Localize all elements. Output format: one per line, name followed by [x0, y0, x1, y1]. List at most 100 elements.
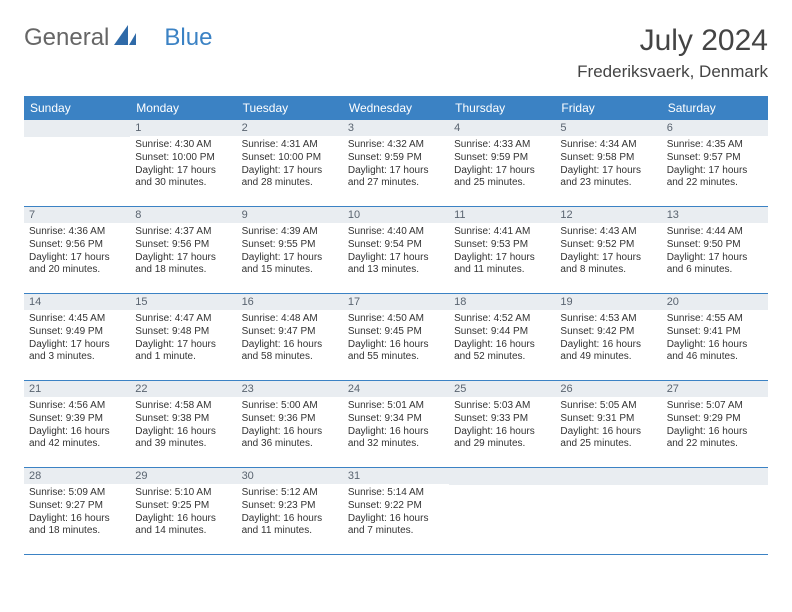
day-details: Sunrise: 4:48 AMSunset: 9:47 PMDaylight:…	[237, 310, 343, 369]
calendar-day-cell: 15Sunrise: 4:47 AMSunset: 9:48 PMDayligh…	[130, 294, 236, 381]
day-details: Sunrise: 4:55 AMSunset: 9:41 PMDaylight:…	[662, 310, 768, 369]
sunrise-text: Sunrise: 4:36 AM	[29, 226, 125, 239]
day-number: 3	[343, 120, 449, 136]
daylight-text: Daylight: 17 hours and 6 minutes.	[667, 252, 763, 278]
calendar-day-cell: 24Sunrise: 5:01 AMSunset: 9:34 PMDayligh…	[343, 381, 449, 468]
weekday-header: Wednesday	[343, 96, 449, 120]
calendar-day-cell: 21Sunrise: 4:56 AMSunset: 9:39 PMDayligh…	[24, 381, 130, 468]
sunrise-text: Sunrise: 5:03 AM	[454, 400, 550, 413]
day-number: 18	[449, 294, 555, 310]
day-number: 5	[555, 120, 661, 136]
sunset-text: Sunset: 9:29 PM	[667, 413, 763, 426]
daylight-text: Daylight: 16 hours and 22 minutes.	[667, 426, 763, 452]
logo-text-general: General	[24, 24, 109, 52]
empty-day-header	[24, 120, 130, 137]
calendar-day-cell: 4Sunrise: 4:33 AMSunset: 9:59 PMDaylight…	[449, 120, 555, 207]
sunset-text: Sunset: 9:34 PM	[348, 413, 444, 426]
daylight-text: Daylight: 17 hours and 30 minutes.	[135, 165, 231, 191]
sunset-text: Sunset: 9:48 PM	[135, 326, 231, 339]
daylight-text: Daylight: 16 hours and 11 minutes.	[242, 513, 338, 539]
calendar-day-cell: 14Sunrise: 4:45 AMSunset: 9:49 PMDayligh…	[24, 294, 130, 381]
day-details: Sunrise: 5:12 AMSunset: 9:23 PMDaylight:…	[237, 484, 343, 543]
daylight-text: Daylight: 16 hours and 32 minutes.	[348, 426, 444, 452]
daylight-text: Daylight: 17 hours and 28 minutes.	[242, 165, 338, 191]
sunrise-text: Sunrise: 4:56 AM	[29, 400, 125, 413]
title-block: July 2024 Frederiksvaerk, Denmark	[577, 24, 768, 82]
calendar-week-row: 1Sunrise: 4:30 AMSunset: 10:00 PMDayligh…	[24, 120, 768, 207]
daylight-text: Daylight: 16 hours and 55 minutes.	[348, 339, 444, 365]
day-details: Sunrise: 5:05 AMSunset: 9:31 PMDaylight:…	[555, 397, 661, 456]
day-number: 7	[24, 207, 130, 223]
sunset-text: Sunset: 9:47 PM	[242, 326, 338, 339]
day-number: 12	[555, 207, 661, 223]
sunset-text: Sunset: 9:36 PM	[242, 413, 338, 426]
day-details: Sunrise: 5:14 AMSunset: 9:22 PMDaylight:…	[343, 484, 449, 543]
sunrise-text: Sunrise: 5:09 AM	[29, 487, 125, 500]
weekday-header: Monday	[130, 96, 236, 120]
sunset-text: Sunset: 9:45 PM	[348, 326, 444, 339]
sunrise-text: Sunrise: 5:05 AM	[560, 400, 656, 413]
header: General Blue July 2024 Frederiksvaerk, D…	[24, 24, 768, 82]
day-number: 15	[130, 294, 236, 310]
daylight-text: Daylight: 17 hours and 1 minute.	[135, 339, 231, 365]
daylight-text: Daylight: 16 hours and 18 minutes.	[29, 513, 125, 539]
day-number: 25	[449, 381, 555, 397]
weekday-header: Thursday	[449, 96, 555, 120]
weekday-header: Sunday	[24, 96, 130, 120]
empty-day-header	[555, 468, 661, 485]
sunrise-text: Sunrise: 4:40 AM	[348, 226, 444, 239]
day-number: 29	[130, 468, 236, 484]
calendar-day-cell	[24, 120, 130, 207]
sunrise-text: Sunrise: 4:39 AM	[242, 226, 338, 239]
daylight-text: Daylight: 16 hours and 25 minutes.	[560, 426, 656, 452]
day-details: Sunrise: 5:00 AMSunset: 9:36 PMDaylight:…	[237, 397, 343, 456]
sunset-text: Sunset: 9:25 PM	[135, 500, 231, 513]
daylight-text: Daylight: 16 hours and 49 minutes.	[560, 339, 656, 365]
sunset-text: Sunset: 10:00 PM	[242, 152, 338, 165]
weekday-header-row: SundayMondayTuesdayWednesdayThursdayFrid…	[24, 96, 768, 120]
sunset-text: Sunset: 9:54 PM	[348, 239, 444, 252]
daylight-text: Daylight: 16 hours and 29 minutes.	[454, 426, 550, 452]
day-details: Sunrise: 5:09 AMSunset: 9:27 PMDaylight:…	[24, 484, 130, 543]
calendar-day-cell: 17Sunrise: 4:50 AMSunset: 9:45 PMDayligh…	[343, 294, 449, 381]
calendar-day-cell: 27Sunrise: 5:07 AMSunset: 9:29 PMDayligh…	[662, 381, 768, 468]
sunrise-text: Sunrise: 5:10 AM	[135, 487, 231, 500]
sunrise-text: Sunrise: 4:44 AM	[667, 226, 763, 239]
sunrise-text: Sunrise: 4:55 AM	[667, 313, 763, 326]
daylight-text: Daylight: 16 hours and 14 minutes.	[135, 513, 231, 539]
day-number: 13	[662, 207, 768, 223]
daylight-text: Daylight: 17 hours and 20 minutes.	[29, 252, 125, 278]
calendar-day-cell: 5Sunrise: 4:34 AMSunset: 9:58 PMDaylight…	[555, 120, 661, 207]
daylight-text: Daylight: 16 hours and 52 minutes.	[454, 339, 550, 365]
day-number: 14	[24, 294, 130, 310]
calendar-day-cell: 2Sunrise: 4:31 AMSunset: 10:00 PMDayligh…	[237, 120, 343, 207]
day-number: 8	[130, 207, 236, 223]
daylight-text: Daylight: 16 hours and 46 minutes.	[667, 339, 763, 365]
day-details: Sunrise: 4:39 AMSunset: 9:55 PMDaylight:…	[237, 223, 343, 282]
sunset-text: Sunset: 9:59 PM	[454, 152, 550, 165]
calendar-week-row: 28Sunrise: 5:09 AMSunset: 9:27 PMDayligh…	[24, 468, 768, 555]
sunrise-text: Sunrise: 5:12 AM	[242, 487, 338, 500]
calendar-day-cell: 31Sunrise: 5:14 AMSunset: 9:22 PMDayligh…	[343, 468, 449, 555]
calendar-day-cell: 8Sunrise: 4:37 AMSunset: 9:56 PMDaylight…	[130, 207, 236, 294]
sunset-text: Sunset: 9:38 PM	[135, 413, 231, 426]
day-details: Sunrise: 4:31 AMSunset: 10:00 PMDaylight…	[237, 136, 343, 195]
sunset-text: Sunset: 9:27 PM	[29, 500, 125, 513]
daylight-text: Daylight: 17 hours and 27 minutes.	[348, 165, 444, 191]
sunrise-text: Sunrise: 4:52 AM	[454, 313, 550, 326]
sunrise-text: Sunrise: 4:35 AM	[667, 139, 763, 152]
daylight-text: Daylight: 17 hours and 8 minutes.	[560, 252, 656, 278]
daylight-text: Daylight: 17 hours and 25 minutes.	[454, 165, 550, 191]
sunset-text: Sunset: 9:50 PM	[667, 239, 763, 252]
calendar-day-cell: 23Sunrise: 5:00 AMSunset: 9:36 PMDayligh…	[237, 381, 343, 468]
calendar-day-cell: 6Sunrise: 4:35 AMSunset: 9:57 PMDaylight…	[662, 120, 768, 207]
sunset-text: Sunset: 9:56 PM	[29, 239, 125, 252]
day-details: Sunrise: 4:34 AMSunset: 9:58 PMDaylight:…	[555, 136, 661, 195]
sunset-text: Sunset: 10:00 PM	[135, 152, 231, 165]
day-number: 30	[237, 468, 343, 484]
sunset-text: Sunset: 9:56 PM	[135, 239, 231, 252]
empty-day-header	[662, 468, 768, 485]
daylight-text: Daylight: 17 hours and 18 minutes.	[135, 252, 231, 278]
calendar-day-cell: 25Sunrise: 5:03 AMSunset: 9:33 PMDayligh…	[449, 381, 555, 468]
sunset-text: Sunset: 9:23 PM	[242, 500, 338, 513]
